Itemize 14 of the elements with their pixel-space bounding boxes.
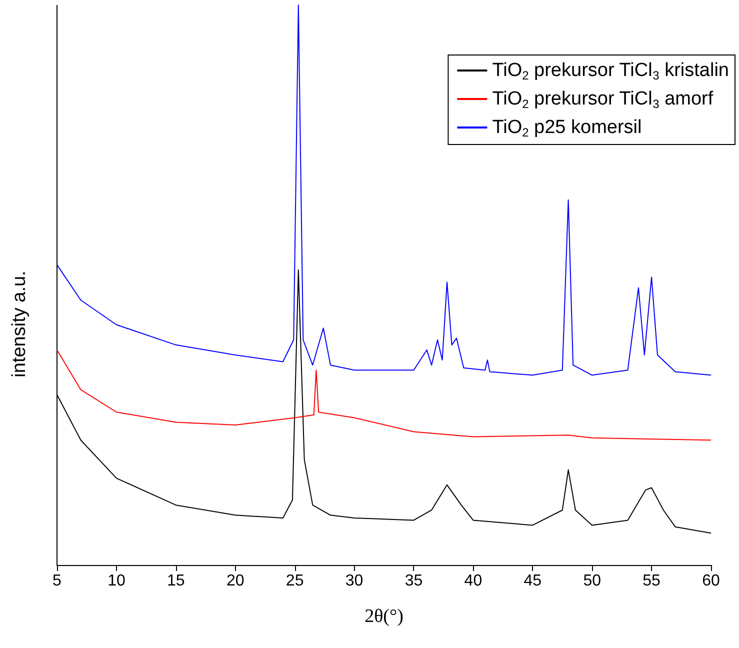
x-tick-label: 30 [345,572,364,590]
x-axis-title: 2θ(°) [364,606,404,627]
x-tick-label: 25 [286,572,304,590]
x-tick-label: 40 [464,572,482,590]
x-tick-label: 5 [52,572,62,590]
x-tick-label: 60 [702,572,720,590]
y-axis-title: intensity a.u. [9,270,30,378]
x-tick-label: 50 [583,572,602,590]
x-tick-label: 10 [108,572,126,590]
x-tick-label: 45 [524,572,542,590]
x-tick-label: 55 [642,572,661,590]
x-tick-label: 20 [226,572,244,590]
x-tick-label: 15 [167,572,185,590]
x-tick-label: 35 [404,572,423,590]
